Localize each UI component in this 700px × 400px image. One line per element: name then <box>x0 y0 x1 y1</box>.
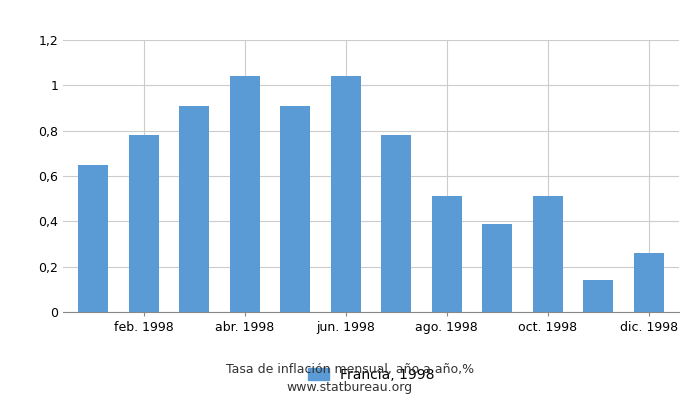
Bar <box>533 196 563 312</box>
Bar <box>583 280 613 312</box>
Text: Tasa de inflación mensual, año a año,%: Tasa de inflación mensual, año a año,% <box>226 364 474 376</box>
Bar <box>634 253 664 312</box>
Bar <box>129 135 159 312</box>
Bar <box>179 106 209 312</box>
Bar <box>230 76 260 312</box>
Bar <box>78 165 108 312</box>
Bar <box>381 135 412 312</box>
Bar <box>482 224 512 312</box>
Bar <box>432 196 462 312</box>
Bar <box>330 76 361 312</box>
Text: www.statbureau.org: www.statbureau.org <box>287 382 413 394</box>
Legend: Francia, 1998: Francia, 1998 <box>308 368 434 382</box>
Bar <box>280 106 310 312</box>
